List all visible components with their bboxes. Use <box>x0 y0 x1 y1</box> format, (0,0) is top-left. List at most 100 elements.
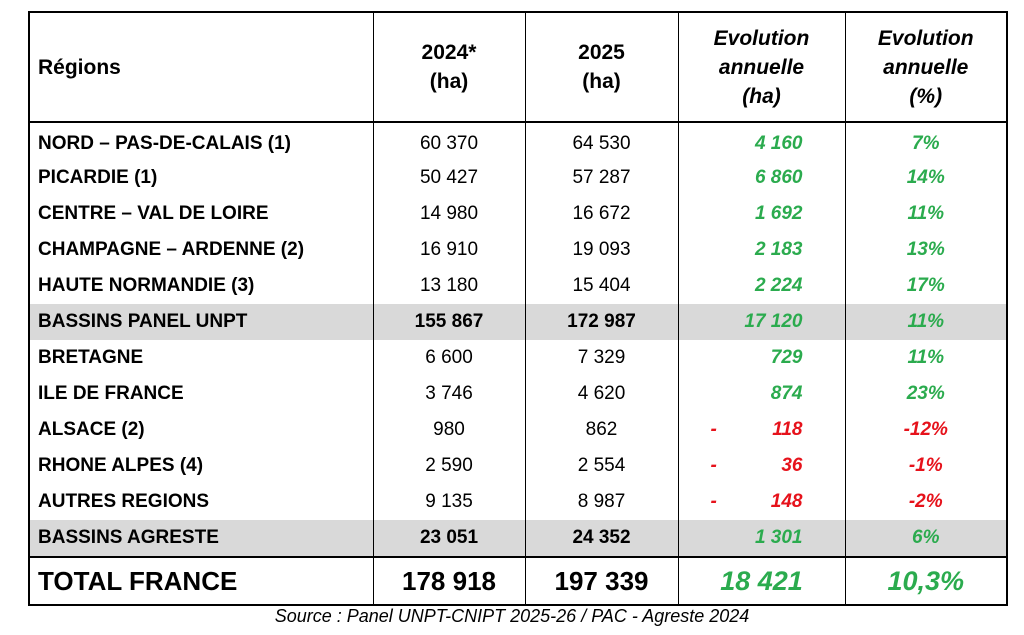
negative-sign: - <box>710 491 717 512</box>
value-2024-cell: 3 746 <box>372 376 526 412</box>
header-2025: 2025 (ha) <box>524 12 679 123</box>
table-row: HAUTE NORMANDIE (3) 13 180 15 404 2 224 17% <box>28 268 1008 304</box>
evolution-ha-cell: 874 <box>677 376 846 412</box>
value-2025-cell: 16 672 <box>524 196 679 232</box>
evolution-ha-value: 2 224 <box>754 275 803 296</box>
region-cell: CHAMPAGNE – ARDENNE (2) <box>28 232 374 268</box>
table-row: PICARDIE (1) 50 427 57 287 6 860 14% <box>28 160 1008 196</box>
table-row: CENTRE – VAL DE LOIRE 14 980 16 672 1 692 11… <box>28 196 1008 232</box>
value-2025-cell: 57 287 <box>524 160 679 196</box>
value-2025-cell: 24 352 <box>524 520 679 557</box>
header-evolution-pct-line1: Evolution <box>877 26 974 50</box>
evolution-pct-cell: -2% <box>844 484 1008 520</box>
evolution-ha-cell: 729 <box>677 340 846 376</box>
value-2024-cell: 155 867 <box>372 304 526 340</box>
evolution-ha-value: 118 <box>772 419 803 440</box>
evolution-ha-value: 17 120 <box>744 311 803 332</box>
header-2024-line1: 2024* <box>421 41 477 64</box>
evolution-ha-value: 4 160 <box>754 132 803 154</box>
evolution-ha-cell: 2 183 <box>677 232 846 268</box>
value-2024-cell: 14 980 <box>372 196 526 232</box>
region-cell: NORD – PAS-DE-CALAIS (1) <box>28 122 374 160</box>
evolution-ha-cell: 2 224 <box>677 268 846 304</box>
total-evolution-pct: 10,3% <box>844 556 1008 605</box>
value-2025-cell: 4 620 <box>524 376 679 412</box>
region-cell: BASSINS PANEL UNPT <box>28 304 374 340</box>
value-2024-cell: 980 <box>372 412 526 448</box>
header-evolution-ha-line2: annuelle <box>718 55 805 79</box>
region-cell: HAUTE NORMANDIE (3) <box>28 268 374 304</box>
source-note: Source : Panel UNPT-CNIPT 2025-26 / PAC … <box>274 606 750 626</box>
value-2024-cell: 23 051 <box>372 520 526 557</box>
value-2024-cell: 13 180 <box>372 268 526 304</box>
table-row: ALSACE (2) 980 862 - 118 -12% <box>28 412 1008 448</box>
total-evolution-ha: 18 421 <box>677 556 846 605</box>
evolution-ha-cell: - 148 <box>677 484 846 520</box>
evolution-ha-cell: - 36 <box>677 448 846 484</box>
evolution-ha-value: 874 <box>770 383 803 404</box>
evolution-ha-value: 148 <box>770 491 803 512</box>
evolution-pct-cell: 11% <box>844 196 1008 232</box>
evolution-ha-value: 6 860 <box>754 167 803 188</box>
header-2024: 2024* (ha) <box>372 12 526 123</box>
value-2024-cell: 6 600 <box>372 340 526 376</box>
evolution-ha-value: 1 301 <box>754 527 803 548</box>
region-cell: ILE DE FRANCE <box>28 376 374 412</box>
header-2024-line2: (ha) <box>429 70 469 93</box>
evolution-pct-cell: -1% <box>844 448 1008 484</box>
region-cell: RHONE ALPES (4) <box>28 448 374 484</box>
table-row: ILE DE FRANCE 3 746 4 620 874 23% <box>28 376 1008 412</box>
header-evolution-pct: Evolution annuelle (%) <box>844 12 1008 123</box>
table-row: BRETAGNE 6 600 7 329 729 11% <box>28 340 1008 376</box>
evolution-pct-cell: 11% <box>844 340 1008 376</box>
evolution-pct-cell: 17% <box>844 268 1008 304</box>
value-2025-cell: 15 404 <box>524 268 679 304</box>
value-2024-cell: 9 135 <box>372 484 526 520</box>
evolution-pct-cell: 11% <box>844 304 1008 340</box>
region-cell: BRETAGNE <box>28 340 374 376</box>
negative-sign: - <box>710 455 717 476</box>
value-2025-cell: 7 329 <box>524 340 679 376</box>
header-2025-line2: (ha) <box>582 70 621 93</box>
region-cell: ALSACE (2) <box>28 412 374 448</box>
header-2025-line1: 2025 <box>578 41 625 64</box>
region-cell: CENTRE – VAL DE LOIRE <box>28 196 374 232</box>
evolution-pct-cell: 13% <box>844 232 1008 268</box>
evolution-ha-value: 729 <box>770 347 803 368</box>
table-row: CHAMPAGNE – ARDENNE (2) 16 910 19 093 2 183… <box>28 232 1008 268</box>
header-evolution-ha: Evolution annuelle (ha) <box>677 12 846 123</box>
evolution-ha-cell: 4 160 <box>677 122 846 160</box>
table-row: RHONE ALPES (4) 2 590 2 554 - 36 -1% <box>28 448 1008 484</box>
table-row: NORD – PAS-DE-CALAIS (1) 60 370 64 530 4 16… <box>28 122 1008 160</box>
evolution-pct-cell: 23% <box>844 376 1008 412</box>
value-2024-cell: 50 427 <box>372 160 526 196</box>
header-row: Régions 2024* (ha) 2025 (ha) Evolution a… <box>28 12 1008 123</box>
negative-sign: - <box>710 419 717 440</box>
header-evolution-pct-line2: annuelle <box>883 55 969 79</box>
value-2025-cell: 2 554 <box>524 448 679 484</box>
evolution-pct-cell: 7% <box>844 122 1008 160</box>
evolution-ha-cell: 1 301 <box>677 520 846 557</box>
evolution-pct-cell: 14% <box>844 160 1008 196</box>
evolution-pct-cell: 6% <box>844 520 1008 557</box>
header-regions: Régions <box>28 12 374 123</box>
subtotal-row: BASSINS AGRESTE 23 051 24 352 1 301 6% <box>28 520 1008 557</box>
evolution-ha-cell: - 118 <box>677 412 846 448</box>
header-evolution-ha-line3: (ha) <box>742 84 781 108</box>
total-region: TOTAL FRANCE <box>28 556 374 605</box>
region-cell: PICARDIE (1) <box>28 160 374 196</box>
evolution-ha-value: 2 183 <box>754 239 803 260</box>
evolution-ha-cell: 1 692 <box>677 196 846 232</box>
value-2025-cell: 64 530 <box>524 122 679 160</box>
value-2024-cell: 60 370 <box>372 122 526 160</box>
total-row: TOTAL FRANCE 178 918 197 339 18 421 10,3… <box>28 556 1008 605</box>
evolution-ha-cell: 6 860 <box>677 160 846 196</box>
value-2025-cell: 862 <box>524 412 679 448</box>
subtotal-row: BASSINS PANEL UNPT 155 867 172 987 17 120 11… <box>28 304 1008 340</box>
region-cell: AUTRES REGIONS <box>28 484 374 520</box>
evolution-ha-value: 36 <box>781 455 803 476</box>
evolution-pct-cell: -12% <box>844 412 1008 448</box>
total-2024: 178 918 <box>372 556 526 605</box>
value-2024-cell: 16 910 <box>372 232 526 268</box>
total-2025: 197 339 <box>524 556 679 605</box>
